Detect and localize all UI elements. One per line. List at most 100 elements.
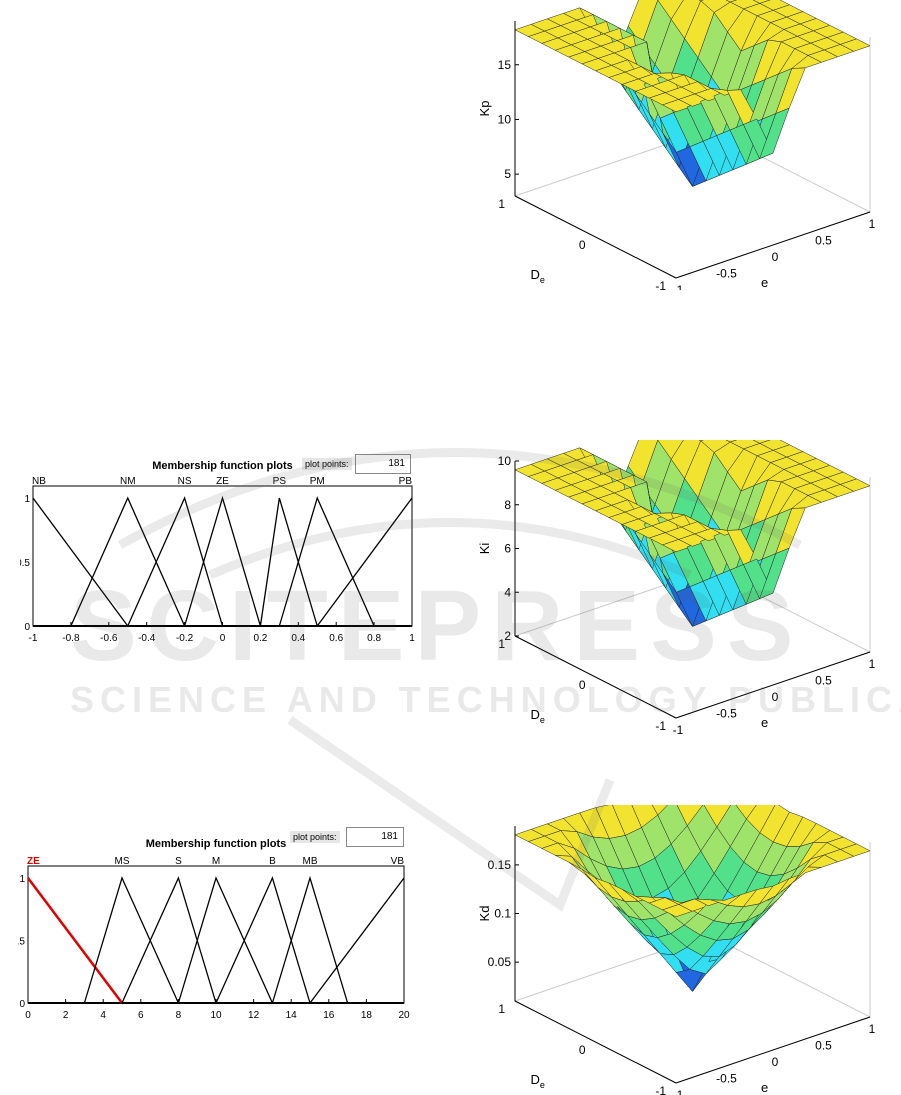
z-tick-label: 10 bbox=[498, 112, 512, 126]
x-tick-label: 18 bbox=[361, 1010, 373, 1021]
x-tick-label: 2 bbox=[63, 1010, 69, 1021]
surface-cell bbox=[839, 38, 871, 52]
de-axis-label-sub: e bbox=[540, 1080, 545, 1090]
mf-line-ze bbox=[183, 495, 262, 627]
surface-ki: 2 4 6 8 10 Ki -1 0 1 De -1 -0.5 0 0.5 1 e bbox=[477, 440, 876, 737]
x-tick-label: -1 bbox=[29, 633, 38, 644]
de-tick-label: 1 bbox=[498, 1002, 505, 1016]
mf-line-m bbox=[177, 876, 273, 1004]
x-tick-label: -0.4 bbox=[138, 633, 156, 644]
e-axis bbox=[675, 651, 871, 719]
plot-points-input[interactable]: 181 bbox=[346, 827, 404, 847]
z-tick-label: 15 bbox=[498, 58, 512, 72]
mf-line-b bbox=[215, 876, 311, 1004]
e-tick-label: -1 bbox=[673, 1088, 684, 1095]
mf-label-nm: NM bbox=[120, 476, 136, 487]
plot-points-label: plot points: bbox=[290, 831, 340, 843]
mf-line-s bbox=[121, 876, 217, 1004]
e-tick-label: -1 bbox=[673, 283, 684, 290]
de-tick-label: -1 bbox=[655, 279, 666, 290]
mf-line-mb bbox=[271, 875, 349, 1004]
plot-points-label: plot points: bbox=[302, 458, 352, 470]
e-axis-label: e bbox=[761, 715, 768, 730]
x-tick-label: 10 bbox=[210, 1010, 222, 1021]
e-tick-label: 0 bbox=[772, 1055, 779, 1069]
surface-cell bbox=[752, 440, 771, 444]
y-tick-label: 0 bbox=[19, 999, 25, 1010]
surface-kp: 5 10 15 Kp -1 0 1 De -1 -0.5 0 0.5 1 e bbox=[477, 0, 876, 290]
de-axis-label-sub: e bbox=[540, 715, 545, 725]
y-tick-label: 0.5 bbox=[20, 558, 30, 569]
de-tick-label: -1 bbox=[655, 719, 666, 733]
e-tick-label: -1 bbox=[673, 723, 684, 737]
e-axis bbox=[675, 211, 871, 279]
surface-cell bbox=[839, 478, 871, 492]
de-axis-label: De bbox=[531, 267, 545, 285]
z-axis-label: Kp bbox=[477, 101, 492, 117]
y-tick-label: 1 bbox=[19, 874, 25, 885]
x-tick-label: -0.8 bbox=[62, 633, 80, 644]
mf-line-pb bbox=[316, 497, 413, 627]
z-tick-label: 10 bbox=[498, 454, 512, 468]
x-tick-label: 1 bbox=[409, 633, 415, 644]
e-axis-label: e bbox=[761, 275, 768, 290]
de-tick-label: 1 bbox=[498, 637, 505, 651]
surface-cell bbox=[735, 805, 757, 820]
mf-label-ps: PS bbox=[273, 476, 287, 487]
mf-chart-input: Membership function plots -1 -0.8 -0.6 -0.4 -… bbox=[16, 460, 415, 644]
mf-line-nm bbox=[70, 496, 186, 627]
x-tick-label: 0.4 bbox=[291, 633, 305, 644]
z-axis-label: Ki bbox=[477, 543, 492, 555]
y-tick-label: 1 bbox=[24, 494, 30, 505]
x-tick-label: -0.6 bbox=[100, 633, 118, 644]
surface-kd: 0.05 0.1 0.15 Kd -1 0 1 De -1 -0.5 0 0.5 1 e bbox=[477, 805, 876, 1095]
mf-plot-area bbox=[32, 485, 413, 627]
mf-label-mb: MB bbox=[303, 856, 318, 867]
plot-points-input[interactable]: 181 bbox=[355, 454, 411, 474]
x-tick-label: 0.8 bbox=[367, 633, 381, 644]
de-tick-label: 0 bbox=[579, 238, 586, 252]
x-tick-label: 6 bbox=[138, 1010, 144, 1021]
e-axis bbox=[675, 1016, 871, 1084]
mf-line-ze bbox=[27, 877, 123, 1004]
e-tick-label: -0.5 bbox=[716, 707, 737, 721]
mf-label-vb: VB bbox=[391, 856, 405, 867]
z-tick-label: 0.1 bbox=[494, 907, 511, 921]
de-axis bbox=[514, 195, 677, 279]
mf-line-ns bbox=[127, 496, 224, 627]
e-tick-label: 0.5 bbox=[815, 1039, 832, 1053]
mf-line-ms bbox=[83, 876, 179, 1004]
surface-cell bbox=[752, 0, 771, 4]
y-tick-label: 0.5 bbox=[18, 937, 25, 948]
de-tick-label: 1 bbox=[498, 197, 505, 211]
mf-label-ze: ZE bbox=[27, 856, 40, 867]
de-tick-label: 0 bbox=[579, 1043, 586, 1057]
de-axis-label: De bbox=[531, 1072, 545, 1090]
mf-label-s: S bbox=[175, 856, 182, 867]
mf-line-ps bbox=[259, 497, 318, 627]
x-tick-label: 14 bbox=[286, 1010, 298, 1021]
x-tick-label: 0 bbox=[220, 633, 226, 644]
z-tick-label: 8 bbox=[504, 498, 511, 512]
x-tick-label: 4 bbox=[100, 1010, 106, 1021]
e-tick-label: -0.5 bbox=[716, 1072, 737, 1086]
z-tick-label: 6 bbox=[504, 542, 511, 556]
x-tick-label: 8 bbox=[176, 1010, 182, 1021]
z-tick-label: 0.05 bbox=[488, 955, 512, 969]
z-tick-label: 0.15 bbox=[488, 858, 512, 872]
e-tick-label: 1 bbox=[869, 217, 876, 231]
mf-label-pm: PM bbox=[310, 476, 325, 487]
mf-label-b: B bbox=[269, 856, 276, 867]
mf-label-ms: MS bbox=[115, 856, 130, 867]
mf-plot-input: plot points: 181 Membership function plo… bbox=[16, 450, 420, 650]
surface-cell bbox=[725, 440, 738, 443]
mf-plot-output: plot points: 181 Membership function plo… bbox=[11, 823, 418, 1033]
de-axis-label-sub: e bbox=[540, 275, 545, 285]
surface-cell bbox=[725, 0, 738, 3]
mf-title: Membership function plots bbox=[146, 838, 287, 850]
x-tick-label: 0.6 bbox=[329, 633, 343, 644]
mf-label-ze: ZE bbox=[216, 476, 229, 487]
e-tick-label: 0 bbox=[772, 690, 779, 704]
mf-line-vb bbox=[309, 877, 405, 1004]
